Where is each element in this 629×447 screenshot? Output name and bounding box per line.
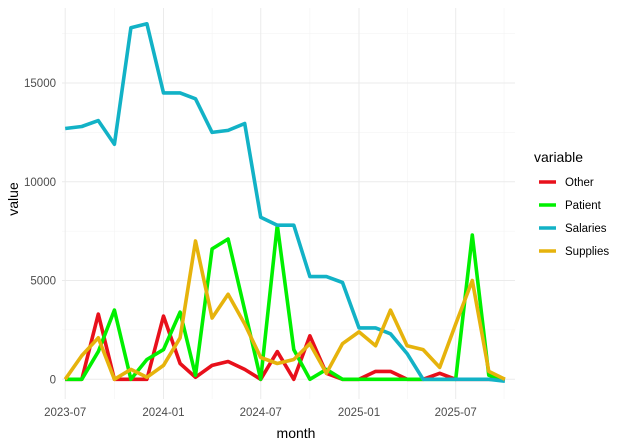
y-tick-label: 10000 xyxy=(24,177,56,189)
y-tick-label: 15000 xyxy=(24,78,56,90)
x-tick-label: 2025-01 xyxy=(338,407,380,419)
series-lines xyxy=(63,21,506,383)
legend-label-other: Other xyxy=(565,177,594,189)
legend-label-salaries: Salaries xyxy=(565,223,607,235)
y-tick-label: 0 xyxy=(50,374,56,386)
series-line-supplies xyxy=(63,239,506,382)
grid-minor xyxy=(62,8,515,399)
x-tick-label: 2023-07 xyxy=(44,407,86,419)
series-line-salaries xyxy=(64,21,506,383)
series-line-other xyxy=(65,312,505,382)
y-axis-ticks: 0 5000 10000 15000 xyxy=(24,78,56,386)
legend-items: Other Patient Salaries Supplies xyxy=(539,177,609,258)
grid-major xyxy=(62,8,515,399)
legend-title: variable xyxy=(534,149,583,165)
legend-label-patient: Patient xyxy=(565,200,602,212)
y-axis-title: value xyxy=(5,182,21,216)
legend: variable Other Patient Salaries Supplies xyxy=(534,149,609,258)
x-tick-label: 2024-07 xyxy=(240,407,282,419)
x-axis-ticks: 2023-07 2024-01 2024-07 2025-01 2025-07 xyxy=(44,407,477,419)
legend-label-supplies: Supplies xyxy=(565,246,609,258)
x-tick-label: 2024-01 xyxy=(142,407,184,419)
x-tick-label: 2025-07 xyxy=(435,407,477,419)
y-tick-label: 5000 xyxy=(30,276,56,288)
x-axis-title: month xyxy=(277,425,316,441)
series-line-patient xyxy=(65,223,506,382)
